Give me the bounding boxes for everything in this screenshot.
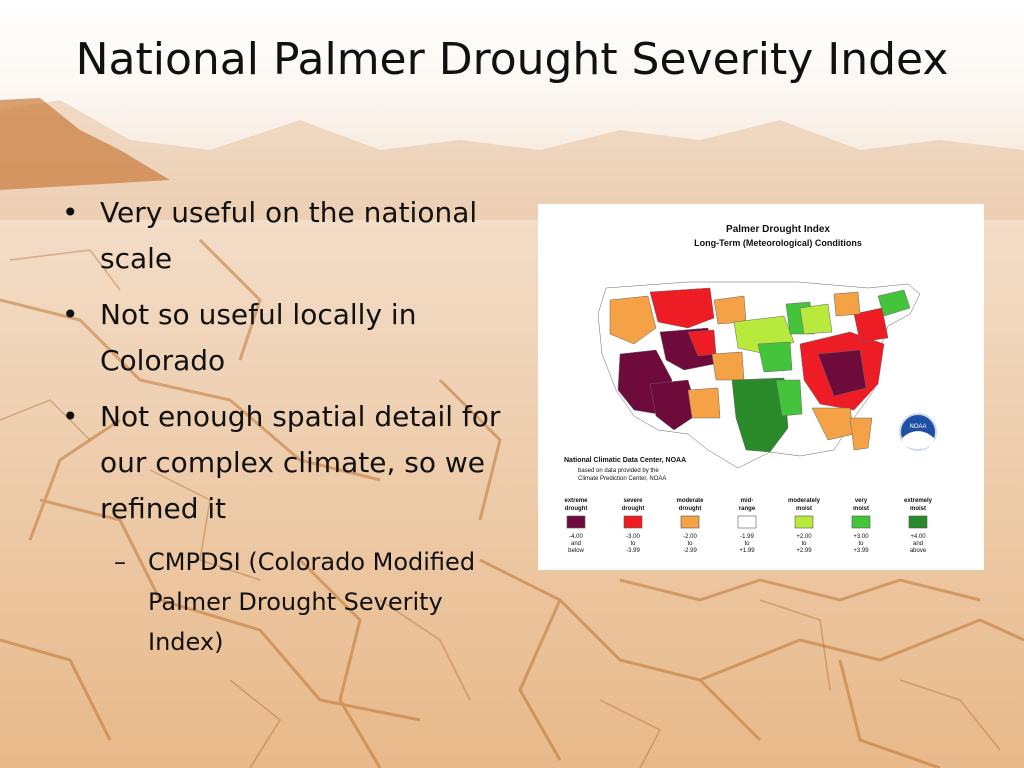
map-legend: extremedrought-4.00andbelowseveredrought…	[564, 498, 932, 554]
legend-range: -1.99	[740, 534, 754, 540]
sub-bullet-text: CMPDSI (Colorado Modified Palmer Drought…	[148, 548, 476, 656]
bullet-list: • Very useful on the national scale • No…	[58, 190, 508, 662]
bullet-text: Not so useful locally in Colorado	[100, 298, 417, 377]
legend-range: and	[571, 541, 581, 547]
legend-range: +1.99	[739, 548, 755, 554]
noaa-logo-text: NOAA	[909, 424, 926, 430]
map-source-line1: National Climatic Data Center, NOAA	[564, 457, 686, 464]
map-title: Palmer Drought Index	[726, 224, 830, 235]
legend-label: range	[739, 506, 756, 512]
legend-label: mid-	[741, 498, 754, 504]
legend-range: to	[858, 541, 864, 547]
map-subtitle: Long-Term (Meteorological) Conditions	[694, 238, 862, 248]
legend-label: moist	[796, 506, 812, 512]
legend-label: moderately	[788, 498, 821, 504]
legend-swatch	[737, 515, 757, 529]
map-source-line2: based on data provided by the	[578, 468, 659, 474]
sub-bullet-item: – CMPDSI (Colorado Modified Palmer Droug…	[58, 542, 508, 662]
legend-label: extremely	[904, 498, 933, 504]
legend-range: +2.99	[796, 548, 812, 554]
legend-label: drought	[622, 506, 645, 512]
bullet-dot: •	[62, 400, 79, 433]
legend-swatch	[794, 515, 814, 529]
legend-label: moist	[853, 506, 869, 512]
legend-range: -3.00	[626, 534, 640, 540]
bullet-text: Not enough spatial detail for our comple…	[100, 400, 501, 525]
legend-label: drought	[565, 506, 588, 512]
noaa-logo: NOAA	[899, 413, 937, 451]
sub-bullet-dash: –	[114, 548, 126, 576]
legend-swatch	[680, 515, 700, 529]
legend-range: below	[568, 548, 584, 554]
legend-range: to	[744, 541, 750, 547]
legend-label: extreme	[564, 498, 588, 504]
legend-range: -3.99	[626, 548, 640, 554]
legend-swatch	[851, 515, 871, 529]
bullet-dot: •	[62, 196, 79, 229]
legend-range: +3.99	[853, 548, 869, 554]
bullet-dot: •	[62, 298, 79, 331]
legend-label: moist	[910, 506, 926, 512]
legend-swatch	[566, 515, 586, 529]
legend-range: +4.00	[910, 534, 926, 540]
legend-range: and	[913, 541, 923, 547]
us-drought-map	[597, 281, 921, 469]
bullet-item: • Not enough spatial detail for our comp…	[58, 394, 508, 532]
map-source-line3: Climate Prediction Center, NOAA	[578, 476, 666, 482]
legend-range: above	[910, 548, 927, 554]
bullet-item: • Very useful on the national scale	[58, 190, 508, 282]
legend-range: to	[801, 541, 807, 547]
legend-range: to	[630, 541, 636, 547]
legend-label: moderate	[676, 498, 704, 504]
legend-range: +3.00	[853, 534, 869, 540]
legend-range: -2.99	[683, 548, 697, 554]
legend-label: drought	[679, 506, 702, 512]
legend-label: very	[855, 498, 868, 504]
bullet-text: Very useful on the national scale	[100, 196, 478, 275]
legend-range: +2.00	[796, 534, 812, 540]
legend-swatch	[908, 515, 928, 529]
drought-map-image: Palmer Drought Index Long-Term (Meteorol…	[538, 204, 984, 570]
legend-swatch	[623, 515, 643, 529]
legend-label: severe	[623, 498, 643, 504]
legend-range: -2.00	[683, 534, 697, 540]
slide-title: National Palmer Drought Severity Index	[75, 34, 949, 85]
bullet-item: • Not so useful locally in Colorado	[58, 292, 508, 384]
legend-range: to	[687, 541, 693, 547]
legend-range: -4.00	[569, 534, 583, 540]
